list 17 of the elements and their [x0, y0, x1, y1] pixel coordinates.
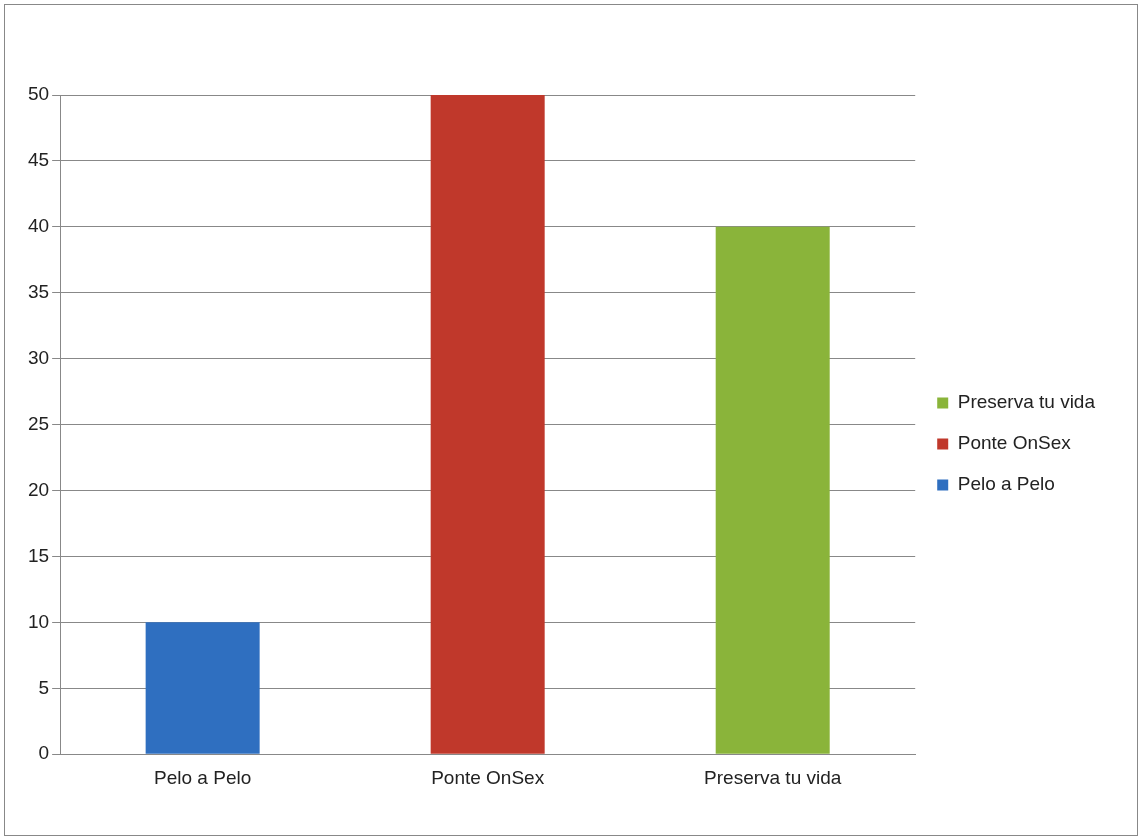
y-tick-label: 15	[27, 544, 50, 566]
y-tick-label: 25	[27, 412, 50, 434]
legend-label: Preserva tu vida	[957, 391, 1096, 413]
x-tick-label: Pelo a Pelo	[154, 766, 252, 788]
y-tick-label: 10	[27, 610, 50, 632]
y-tick-label: 35	[27, 280, 50, 302]
y-tick-label: 40	[27, 215, 50, 237]
y-tick-label: 0	[38, 742, 50, 764]
x-tick-label: Ponte OnSex	[431, 766, 545, 788]
y-tick-label: 45	[27, 149, 50, 171]
y-tick-label: 5	[38, 676, 50, 698]
legend-label: Ponte OnSex	[957, 432, 1072, 454]
y-tick-label: 50	[27, 83, 50, 105]
y-tick-label: 30	[27, 346, 50, 368]
legend-label: Pelo a Pelo	[957, 473, 1055, 495]
y-tick-label: 20	[27, 478, 50, 500]
x-tick-label: Preserva tu vida	[704, 766, 842, 788]
